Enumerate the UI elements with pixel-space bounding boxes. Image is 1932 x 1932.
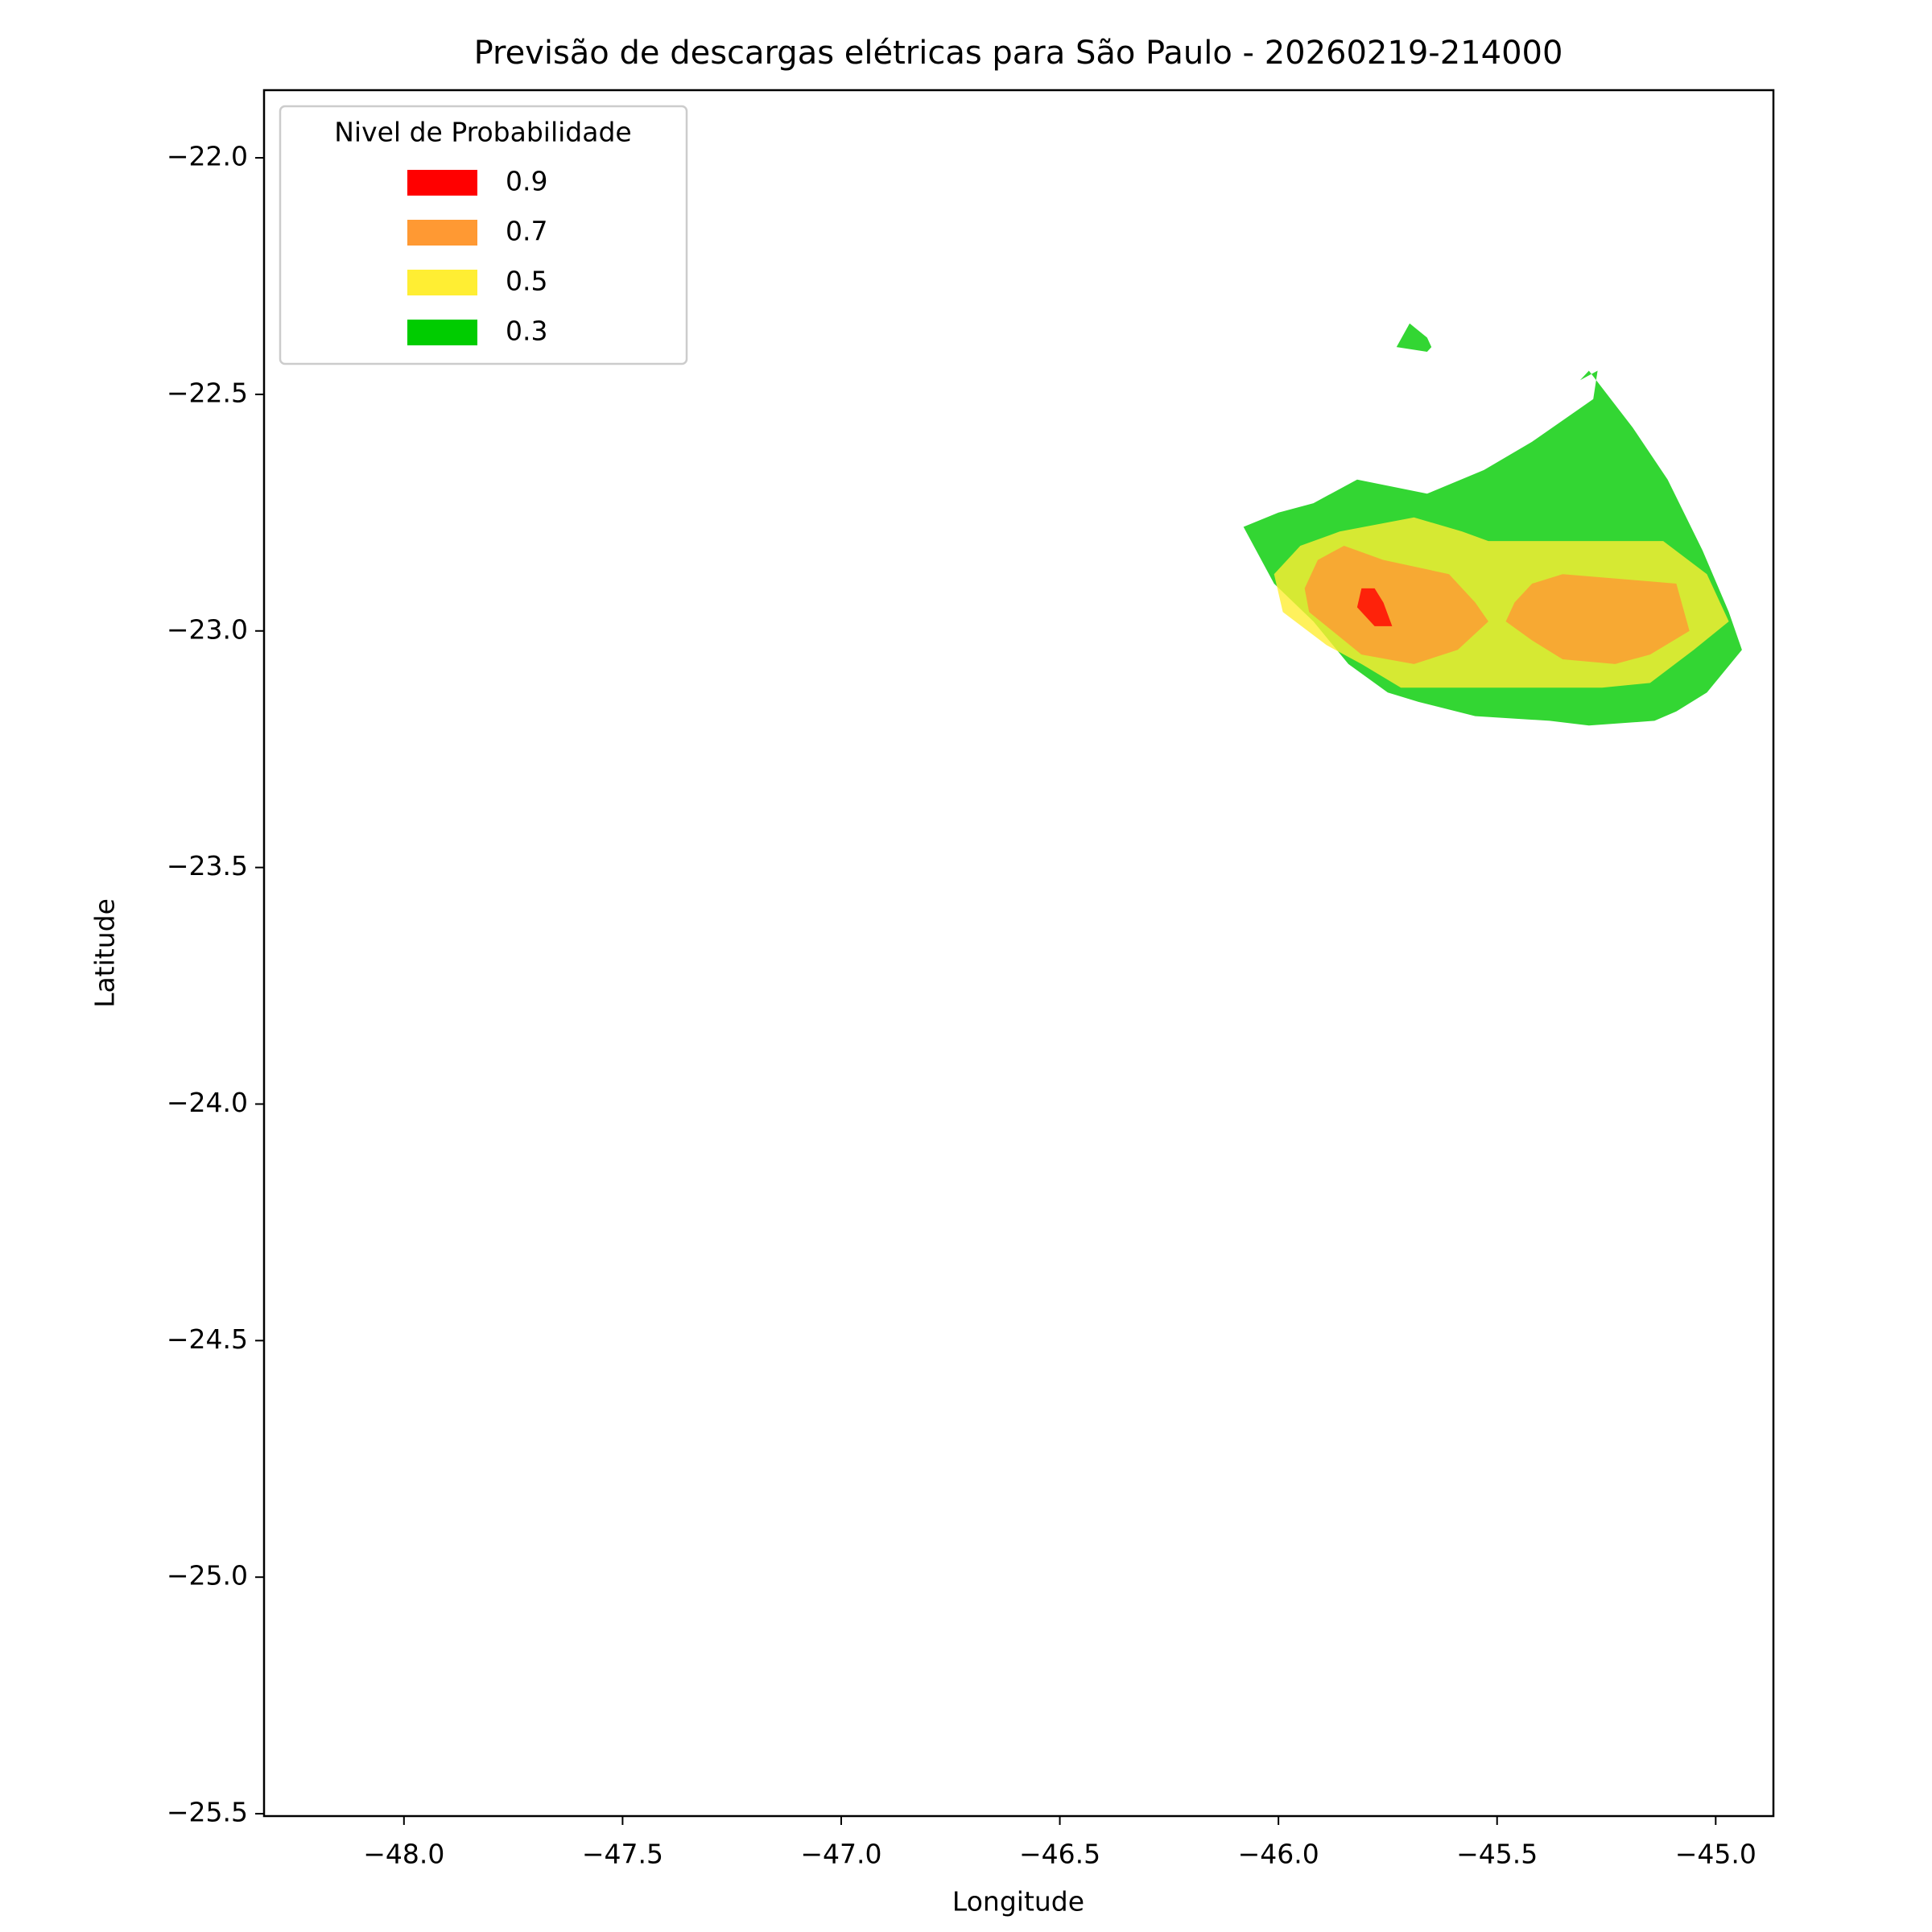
y-tick-label: −23.5 bbox=[167, 850, 248, 881]
legend-label: 0.3 bbox=[506, 316, 547, 347]
contour-region bbox=[1356, 588, 1393, 626]
y-tick-label: −25.5 bbox=[167, 1797, 248, 1828]
x-tick-label: −48.0 bbox=[363, 1839, 444, 1870]
legend-box bbox=[279, 105, 688, 365]
legend-swatch bbox=[407, 220, 477, 246]
legend-title: Nivel de Probabilidade bbox=[334, 117, 631, 148]
x-tick-label: −46.0 bbox=[1238, 1839, 1319, 1870]
legend: Nivel de Probabilidade 0.9 0.7 0.5 0.3 bbox=[279, 105, 688, 365]
y-tick-label: −25.0 bbox=[167, 1560, 248, 1591]
legend-swatch bbox=[407, 170, 477, 196]
contour-region bbox=[1505, 574, 1690, 664]
plot-frame bbox=[262, 89, 1775, 1818]
contour-region bbox=[1304, 546, 1488, 664]
x-tick-label: −47.0 bbox=[800, 1839, 881, 1870]
legend-swatch bbox=[407, 320, 477, 345]
x-tick-label: −45.0 bbox=[1675, 1839, 1757, 1870]
y-tick-label: −24.5 bbox=[167, 1323, 248, 1355]
x-tick-label: −46.5 bbox=[1019, 1839, 1100, 1870]
legend-swatch bbox=[407, 270, 477, 295]
y-tick-label: −23.0 bbox=[167, 613, 248, 645]
legend-label: 0.5 bbox=[506, 266, 547, 297]
y-axis-label: Latitude bbox=[89, 898, 121, 1008]
x-tick-label: −45.5 bbox=[1456, 1839, 1538, 1870]
contour-region bbox=[1396, 323, 1432, 352]
x-axis-label: Longitude bbox=[952, 1886, 1084, 1918]
y-tick-label: −24.0 bbox=[167, 1087, 248, 1118]
legend-label: 0.9 bbox=[506, 166, 547, 197]
x-tick-label: −47.5 bbox=[582, 1839, 663, 1870]
legend-label: 0.7 bbox=[506, 216, 547, 247]
y-tick-label: −22.0 bbox=[167, 141, 248, 172]
chart-title: Previsão de descargas elétricas para São… bbox=[474, 35, 1563, 72]
y-tick-label: −22.5 bbox=[167, 377, 248, 408]
